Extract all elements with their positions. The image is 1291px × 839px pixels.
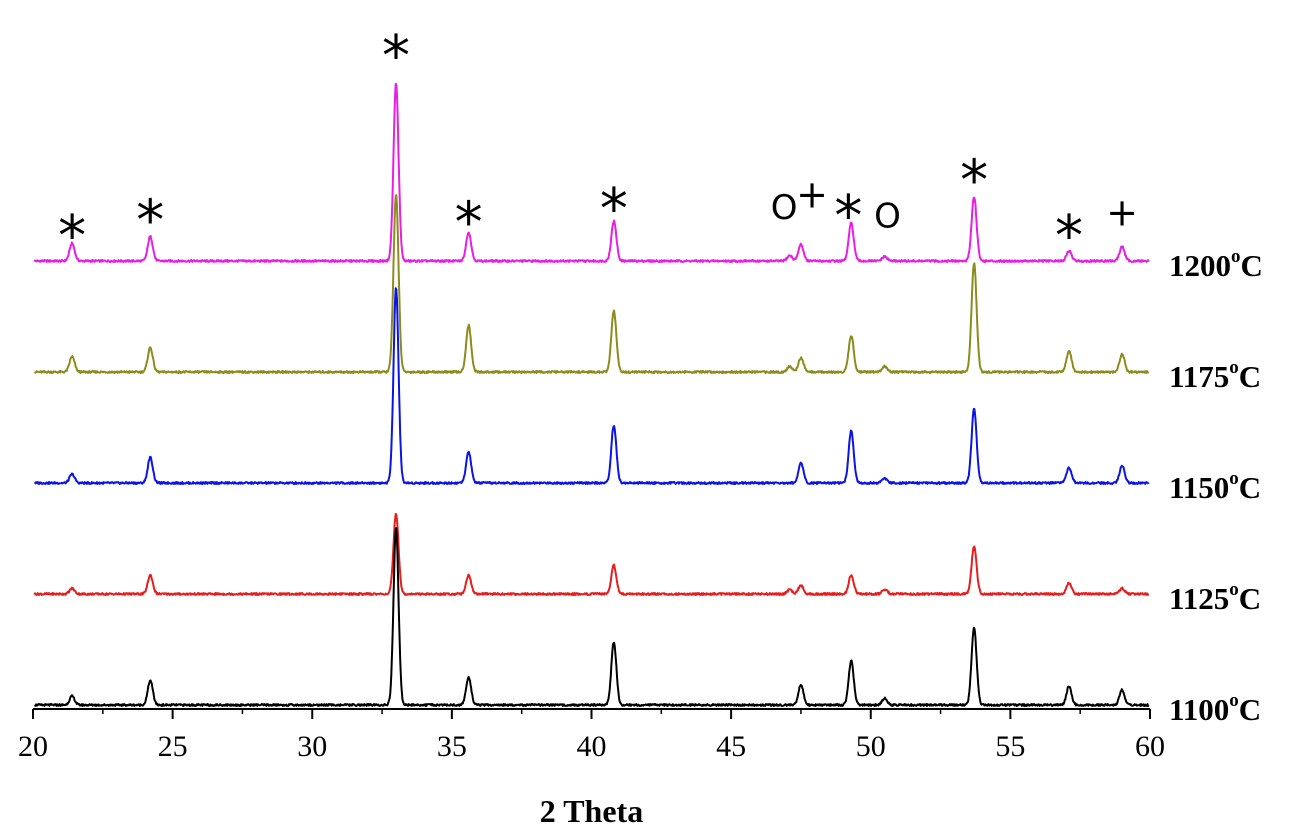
peak-marker-plus: + <box>1106 190 1138 234</box>
peak-marker-star: * <box>136 188 164 253</box>
x-tick-label: 60 <box>1135 730 1165 763</box>
peak-marker-star: * <box>382 24 410 89</box>
peak-marker-o: O <box>874 197 901 237</box>
series-label-1175: 1175oC <box>1169 357 1261 394</box>
peak-marker-plus: + <box>796 173 828 217</box>
x-tick-label: 55 <box>995 730 1025 763</box>
series-label-1100: 1100oC <box>1169 690 1261 727</box>
series-line-1125 <box>33 512 1150 596</box>
series-labels: 1200oC 1175oC 1150oC 1125oC 1100oC <box>1169 246 1263 727</box>
x-axis-title: 2 Theta <box>540 793 643 829</box>
x-tick-label: 30 <box>297 730 327 763</box>
series-label-1150: 1150oC <box>1169 468 1261 505</box>
x-tick-label: 50 <box>856 730 886 763</box>
peak-markers: * *** * O+ * O** + <box>58 24 1138 269</box>
x-tick-label: 45 <box>716 730 746 763</box>
x-tick-label: 25 <box>158 730 188 763</box>
peak-marker-star: * <box>960 148 988 213</box>
peak-marker-star: * <box>455 191 483 256</box>
series-line-1150 <box>33 287 1150 485</box>
x-axis: 20 25 30 35 40 45 50 55 60 <box>18 708 1165 763</box>
series-label-1200: 1200oC <box>1169 246 1263 283</box>
peak-marker-star: * <box>600 177 628 242</box>
series-line-1100 <box>34 527 1150 707</box>
peak-marker-star: * <box>58 204 86 269</box>
x-tick-label: 20 <box>18 730 48 763</box>
x-tick-label: 35 <box>437 730 467 763</box>
series-line-1175 <box>34 194 1150 374</box>
series-label-1125: 1125oC <box>1169 579 1261 616</box>
peak-marker-star: * <box>834 184 862 249</box>
series-line-1200 <box>33 82 1150 263</box>
peak-marker-star: * <box>1055 204 1083 269</box>
x-tick-label: 40 <box>577 730 607 763</box>
peak-marker-o: O <box>771 188 798 228</box>
series-layer <box>33 82 1150 707</box>
